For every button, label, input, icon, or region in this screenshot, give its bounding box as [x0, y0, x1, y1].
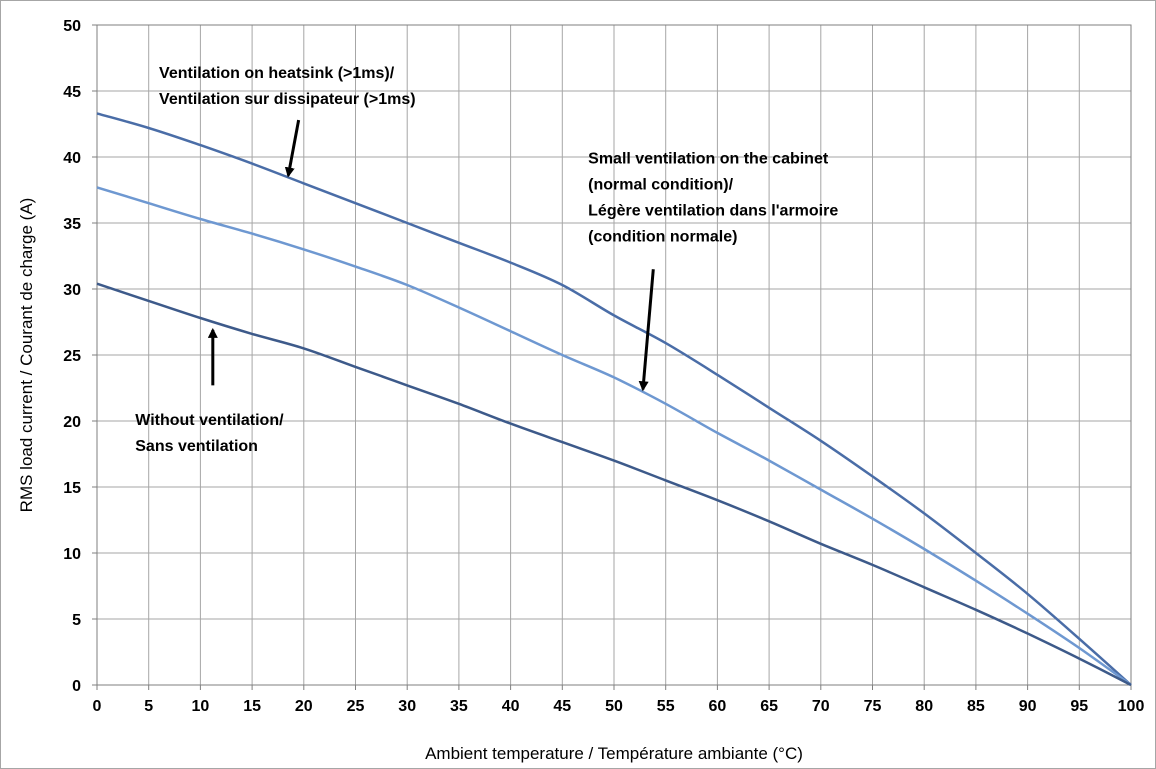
x-tick-label: 45	[553, 698, 571, 715]
x-tick-label: 60	[709, 698, 727, 715]
y-tick-label: 35	[63, 216, 81, 233]
x-axis-title: Ambient temperature / Température ambian…	[425, 744, 803, 763]
x-tick-label: 80	[915, 698, 933, 715]
y-tick-label: 5	[72, 612, 81, 629]
x-tick-label: 20	[295, 698, 313, 715]
annotation-arrow-1	[284, 119, 301, 178]
annotation-text-1: Ventilation on heatsink (>1ms)/Ventilati…	[159, 65, 416, 108]
series-line-2	[96, 186, 1132, 687]
annotation-arrow-2	[638, 269, 655, 392]
x-tick-label: 90	[1019, 698, 1037, 715]
y-tick-label: 30	[63, 282, 81, 299]
y-tick-label: 25	[63, 348, 81, 365]
x-tick-label: 40	[502, 698, 520, 715]
annotation-text-3: Without ventilation/Sans ventilation	[135, 412, 284, 455]
series-line-1	[96, 112, 1132, 686]
x-tick-label: 75	[864, 698, 882, 715]
x-tick-label: 30	[398, 698, 416, 715]
annotations: Ventilation on heatsink (>1ms)/Ventilati…	[135, 65, 838, 455]
y-tick-label: 15	[63, 480, 81, 497]
y-axis-title: RMS load current / Courant de charge (A)	[17, 198, 36, 513]
y-tick-label: 10	[63, 546, 81, 563]
x-tick-label: 65	[760, 698, 778, 715]
x-tick-label: 55	[657, 698, 675, 715]
series-line-3	[96, 282, 1132, 687]
x-tick-label: 0	[93, 698, 102, 715]
y-tick-label: 0	[72, 678, 81, 695]
x-tick-label: 5	[144, 698, 153, 715]
x-tick-label: 25	[347, 698, 365, 715]
y-tick-label: 45	[63, 84, 81, 101]
y-tick-label: 20	[63, 414, 81, 431]
x-tick-label: 100	[1118, 698, 1145, 715]
x-tick-label: 95	[1070, 698, 1088, 715]
annotation-text-2: Small ventilation on the cabinet (normal …	[588, 151, 838, 246]
axis-ticks: 0 5 10 15 20 25 30 35 40 45 50 55 60 65 70 75 80 85 90 95 10…	[63, 18, 1144, 715]
x-tick-label: 15	[243, 698, 261, 715]
series-lines	[96, 112, 1132, 687]
x-tick-label: 50	[605, 698, 623, 715]
x-tick-label: 35	[450, 698, 468, 715]
x-tick-label: 85	[967, 698, 985, 715]
grid-lines	[96, 24, 1132, 686]
x-tick-label: 10	[192, 698, 210, 715]
x-tick-label: 70	[812, 698, 830, 715]
y-tick-label: 50	[63, 18, 81, 35]
y-tick-label: 40	[63, 150, 81, 167]
